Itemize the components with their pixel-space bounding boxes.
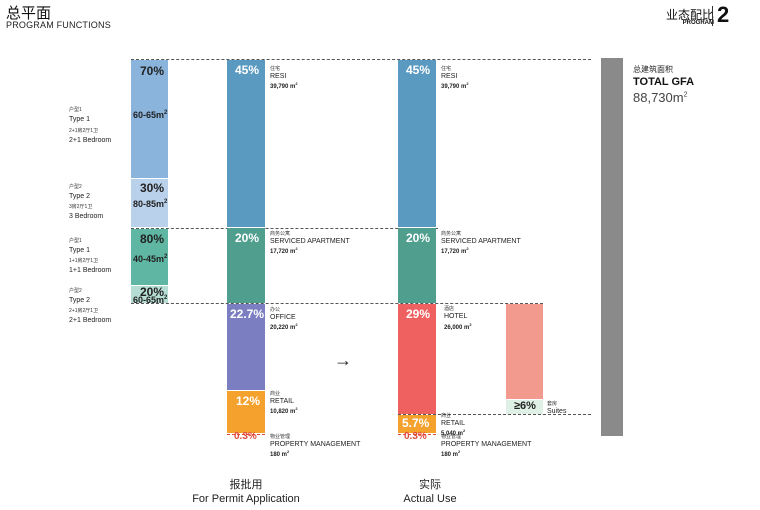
sa-type2-pct: 20% xyxy=(140,285,165,299)
page-number: 2 xyxy=(717,2,730,27)
permit-sa-block: 20% xyxy=(227,228,265,303)
suites-block: ≥6% xyxy=(506,400,543,414)
section-title-en: PROGRAM xyxy=(682,20,714,26)
actual-caption: 实际 Actual Use xyxy=(403,479,457,505)
sa-type2-area: 60-65m2 xyxy=(133,295,168,305)
permit-resi-block: 45% xyxy=(227,60,265,227)
permit-pm-pct: 0.3% xyxy=(234,431,257,442)
actual-hotel-block: 29% xyxy=(398,304,436,414)
permit-retail-block: 12% xyxy=(227,391,265,433)
resi-type2-room: 3房2厅1卫 3 Bedroom xyxy=(69,204,104,220)
total-gfa-bar xyxy=(601,58,623,436)
actual-resi-label: 住宅 RESI 39,790 m2 xyxy=(441,66,469,90)
permit-office-label: 办公 OFFICE 20,220 m2 xyxy=(270,307,298,331)
actual-resi-block: 45% xyxy=(398,60,436,227)
suites-pct: ≥6% xyxy=(514,400,536,412)
actual-sa-label: 商务公寓 SERVICED APARTMENT 17,720 m2 xyxy=(441,231,521,255)
sa-type1-pct: 80% xyxy=(140,232,165,246)
resi-type2-block: 30% 80-85m2 xyxy=(131,179,168,227)
resi-type2-label: 户型2 Type 2 xyxy=(69,184,91,200)
sa-type2-block: 20% 60-65m2 xyxy=(131,285,168,305)
permit-caption: 报批用 For Permit Application xyxy=(192,479,300,505)
actual-retail-pct: 5.7% xyxy=(402,416,430,430)
header-divider xyxy=(712,6,713,26)
permit-pm-line xyxy=(227,434,265,435)
dashed-guide-sa-top xyxy=(131,228,438,229)
permit-resi-pct: 45% xyxy=(235,63,260,77)
actual-hotel-label: 酒店 HOTEL 26,000 m2 xyxy=(444,306,472,331)
total-gfa-cn: 总建筑面积 xyxy=(633,65,673,74)
permit-retail-label: 商业 RETAIL 10,820 m2 xyxy=(270,391,298,415)
resi-type1-block: 70% 60-65m2 xyxy=(131,60,168,178)
permit-retail-pct: 12% xyxy=(236,394,261,408)
dashed-guide-sa-bottom xyxy=(131,303,543,304)
dashed-guide-top xyxy=(131,59,591,60)
permit-sa-pct: 20% xyxy=(235,231,260,245)
actual-retail-block: 5.7% xyxy=(398,415,436,433)
sa-type2-label: 户型2 Type 2 xyxy=(69,288,91,304)
page-title: 总平面 xyxy=(6,5,52,22)
total-gfa-en: TOTAL GFA xyxy=(633,76,695,88)
sa-type1-label: 户型1 Type 1 xyxy=(69,238,91,254)
resi-type1-room: 2+1房2厅1卫 2+1 Bedroom xyxy=(69,128,112,144)
actual-sa-block: 20% xyxy=(398,228,436,303)
right-arrow-icon: → xyxy=(334,350,352,370)
permit-resi-label: 住宅 RESI 39,790 m2 xyxy=(270,66,298,90)
permit-pm-label: 物业管理 PROPERTY MANAGEMENT 180 m2 xyxy=(270,434,361,458)
sa-type1-room: 1+1房2厅1卫 1+1 Bedroom xyxy=(69,258,112,274)
sa-type2-room: 2+1房2厅1卫 2+1 Bedroom xyxy=(69,308,112,324)
page-subtitle: PROGRAM FUNCTIONS xyxy=(6,20,111,30)
resi-type1-pct: 70% xyxy=(140,64,165,78)
resi-type2-pct: 30% xyxy=(140,181,165,195)
resi-type1-area: 60-65m2 xyxy=(133,110,168,120)
dashed-guide-bottom xyxy=(398,414,591,415)
sa-type1-area: 40-45m2 xyxy=(133,254,168,264)
suites-label: 套房 Suites xyxy=(547,401,567,415)
resi-type2-area: 80-85m2 xyxy=(133,199,168,209)
sa-type1-block: 80% 40-45m2 xyxy=(131,229,168,285)
resi-type1-label: 户型1 Type 1 xyxy=(69,107,91,123)
actual-resi-pct: 45% xyxy=(406,63,431,77)
hotel-suites-block xyxy=(506,304,543,399)
actual-pm-label: 物业管理 PROPERTY MANAGEMENT 180 m2 xyxy=(441,434,532,458)
section-title-cn: 业态配比 xyxy=(665,8,714,22)
actual-pm-pct: 0.3% xyxy=(404,431,427,442)
permit-office-block: 22.7% xyxy=(227,304,265,390)
actual-sa-pct: 20% xyxy=(406,231,431,245)
actual-retail-label: 商业 RETAIL 5,040 m2 xyxy=(441,413,466,437)
permit-sa-label: 商务公寓 SERVICED APARTMENT 17,720 m2 xyxy=(270,231,350,255)
permit-office-pct: 22.7% xyxy=(230,307,265,321)
actual-pm-line xyxy=(398,434,436,435)
actual-hotel-pct: 29% xyxy=(406,307,431,321)
total-gfa-value: 88,730m2 xyxy=(633,90,688,105)
